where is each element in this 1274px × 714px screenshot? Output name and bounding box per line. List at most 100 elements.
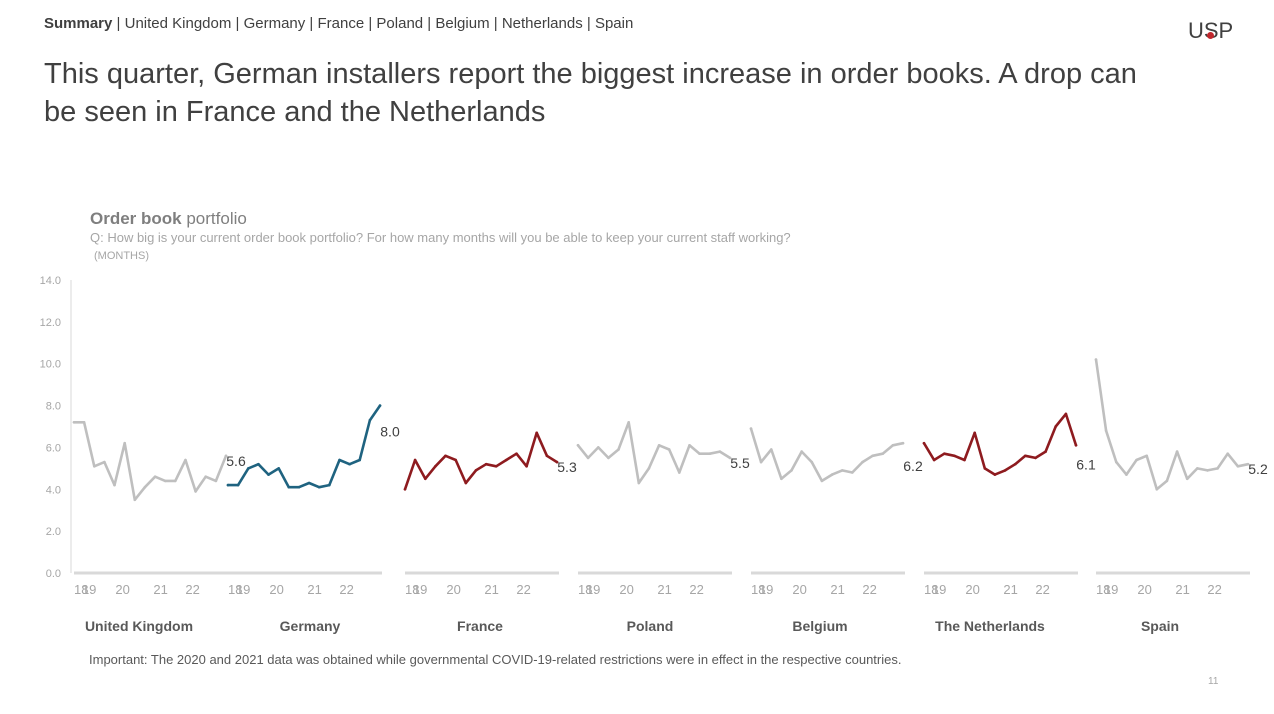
nav-link-united-kingdom[interactable]: United Kingdom [124,15,232,32]
nav-separator: | [582,15,595,32]
data-point [617,448,620,451]
chart-unit: (MONTHS) [94,250,149,262]
data-point [1165,479,1169,483]
x-tick-label: 19 [759,582,773,597]
end-value-label: 5.3 [557,459,577,475]
data-point [348,462,351,466]
data-point [368,418,372,422]
data-point [484,462,488,466]
y-tick-label: 10.0 [40,359,61,371]
data-point [932,458,936,462]
nav-separator: | [489,15,502,32]
data-point [505,458,508,462]
y-tick-label: 12.0 [40,317,61,329]
logo-dot [1207,32,1214,39]
data-point [82,421,86,424]
x-tick-label: 21 [1175,582,1189,597]
x-tick-label: 21 [307,582,321,597]
nav-link-spain[interactable]: Spain [594,15,634,32]
end-value-label: 6.1 [1076,456,1096,472]
data-point [143,485,147,489]
x-tick-label: 20 [446,582,460,597]
nav-link-france[interactable]: France [317,15,365,32]
data-point [718,450,722,453]
chart-title-rest: portfolio [181,209,247,228]
x-tick-label: 18 [228,582,242,597]
x-tick-label: 20 [792,582,806,597]
x-tick-label: 22 [185,582,199,597]
x-tick-label: 21 [484,582,498,597]
data-point [891,444,895,447]
data-point [810,460,814,464]
x-tick-label: 22 [862,582,876,597]
nav-link-summary[interactable]: Summary [44,15,113,32]
data-point [535,431,538,435]
data-point [820,479,824,483]
data-point [267,473,270,476]
x-tick-label: 19 [1104,582,1118,597]
data-point [247,467,250,470]
data-point [1135,458,1138,462]
usp-logo: USP [1188,18,1233,44]
data-point [464,481,468,485]
data-point [494,465,498,468]
data-point [1074,444,1078,447]
nav-link-germany[interactable]: Germany [243,15,306,32]
series-line-united-kingdom [72,420,228,502]
end-value-label: 8.0 [380,424,400,440]
data-point [1246,462,1250,466]
data-point [515,452,518,456]
data-point [943,452,946,456]
data-point [1094,358,1098,361]
x-tick-label: 21 [153,582,167,597]
data-point [163,479,167,483]
data-point [678,471,681,474]
x-tick-label: 19 [236,582,250,597]
data-point [403,488,407,491]
data-point [1125,473,1128,476]
data-point [413,458,417,462]
y-tick-label: 14.0 [40,275,61,287]
data-point [1206,469,1209,472]
data-point [1024,454,1027,458]
data-point [881,452,884,456]
data-point [861,460,864,464]
nav-link-poland[interactable]: Poland [376,15,424,32]
x-tick-label: 18 [751,582,765,597]
data-point [474,469,478,472]
series-line-belgium [749,427,905,483]
data-point [901,441,905,445]
data-point [454,458,458,462]
page-headline: This quarter, German installers report t… [44,58,1137,128]
data-point [830,473,834,476]
data-point [93,465,96,468]
chart-title: Order book portfolio [90,209,247,229]
data-point [153,475,157,479]
data-point [597,446,600,449]
y-tick-label: 4.0 [46,484,61,496]
nav-link-belgium[interactable]: Belgium [435,15,490,32]
panel-label-united-kingdom: United Kingdom [85,618,193,634]
data-point [586,456,590,460]
data-point [1226,452,1229,456]
x-tick-label: 19 [413,582,427,597]
end-value-label: 6.2 [903,458,923,474]
data-point [1044,450,1047,453]
data-point [576,444,580,447]
data-point [287,485,291,489]
data-point [257,462,260,466]
data-point [1104,429,1108,433]
data-point [780,477,783,481]
data-point [224,454,228,458]
data-point [647,467,651,470]
data-point [1155,488,1159,491]
nav-separator: | [231,15,244,32]
x-tick-label: 21 [657,582,671,597]
x-tick-label: 22 [339,582,353,597]
country-nav: Summary | United Kingdom | Germany | Fra… [44,15,633,32]
x-tick-label: 18 [924,582,938,597]
panel-label-germany: Germany [280,618,341,634]
nav-link-netherlands[interactable]: Netherlands [501,15,583,32]
data-point [226,483,230,487]
